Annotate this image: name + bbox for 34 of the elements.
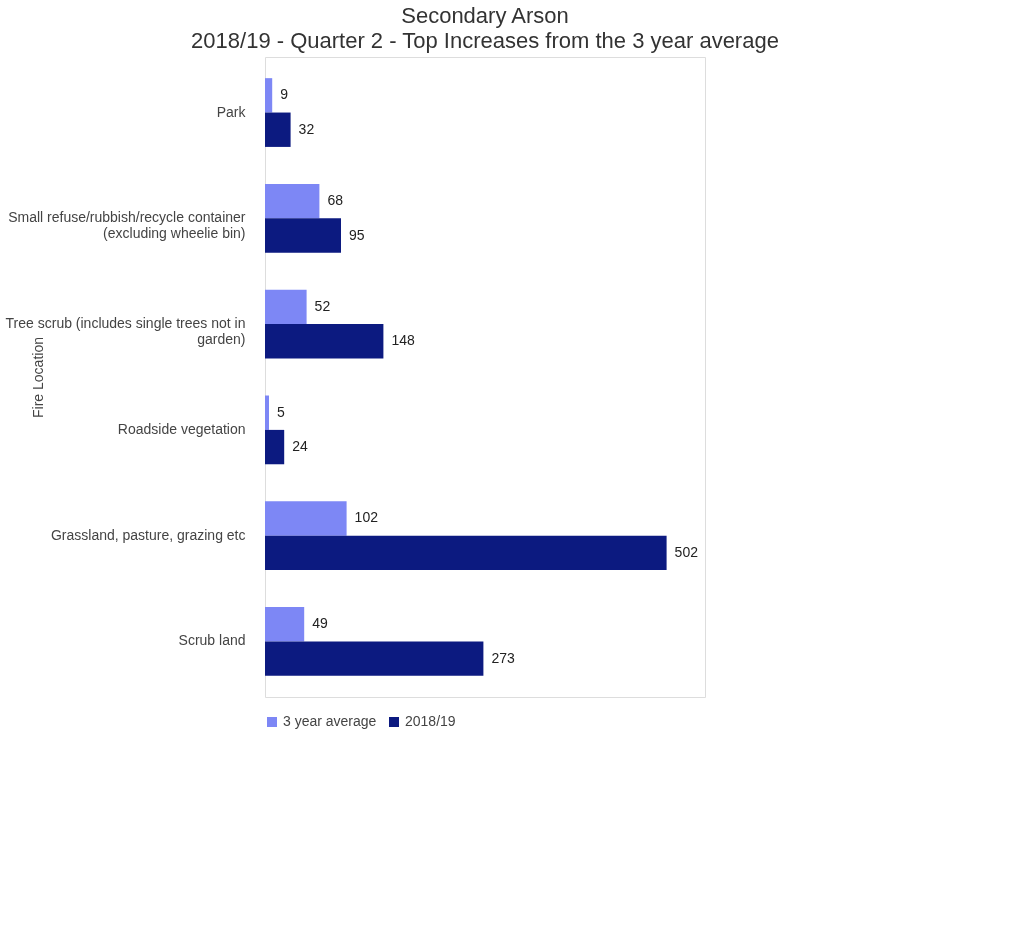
y-tick-label: Scrub land xyxy=(178,632,246,649)
bar xyxy=(265,395,269,430)
y-tick-label: Roadside vegetation xyxy=(117,420,246,437)
bar xyxy=(265,607,305,642)
data-label: 102 xyxy=(354,509,379,526)
bar xyxy=(265,112,291,147)
bar xyxy=(265,501,347,536)
data-label: 95 xyxy=(349,226,365,243)
bar xyxy=(265,641,484,676)
data-label: 502 xyxy=(674,543,699,560)
legend-label: 2018/19 xyxy=(405,713,456,729)
bar xyxy=(265,289,307,325)
y-axis-title: Fire Location xyxy=(29,337,46,418)
y-tick-label: Park xyxy=(216,103,247,120)
y-tick-label: Small refuse/rubbish/recycle container (excluding wheelie bin) xyxy=(8,209,246,242)
bar xyxy=(265,429,285,465)
data-label: 68 xyxy=(327,192,344,209)
y-tick-label: Grassland, pasture, grazing etc xyxy=(50,526,246,543)
data-label: 52 xyxy=(314,297,331,314)
bar xyxy=(265,78,273,113)
data-label: 24 xyxy=(292,438,308,455)
data-label: 49 xyxy=(312,615,328,632)
chart-subtitle: 2018/19 - Quarter 2 - Top Increases from the 3 year average xyxy=(191,28,779,53)
legend-label: 3 year average xyxy=(283,713,377,729)
data-label: 273 xyxy=(491,649,515,666)
data-label: 148 xyxy=(391,332,415,349)
data-label: 32 xyxy=(298,120,315,137)
bar xyxy=(265,218,341,253)
data-label: 5 xyxy=(277,403,285,420)
data-label: 9 xyxy=(280,86,289,103)
bar xyxy=(265,183,320,219)
chart-title: Secondary Arson xyxy=(401,3,569,28)
bar xyxy=(265,324,384,359)
bar xyxy=(265,535,667,571)
